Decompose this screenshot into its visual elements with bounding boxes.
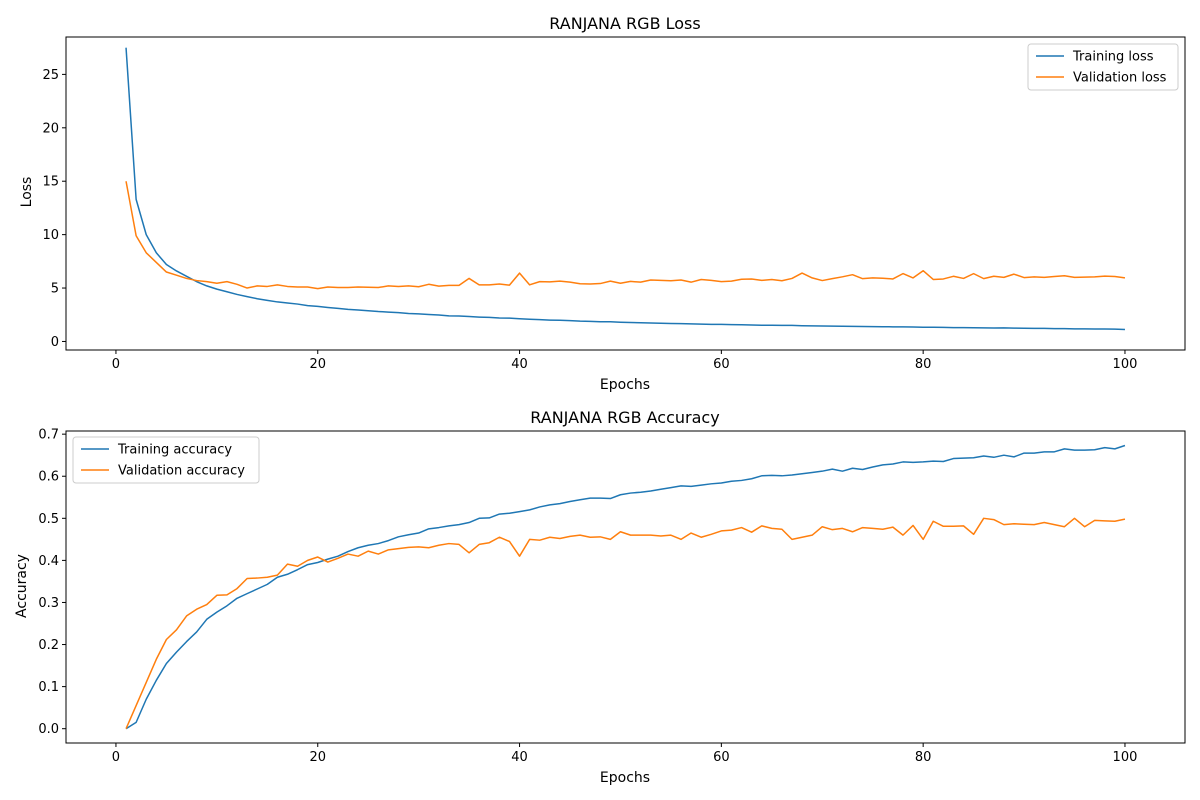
loss-y-tick-label: 15 xyxy=(42,175,59,190)
accuracy-x-tick-label: 80 xyxy=(915,750,932,765)
accuracy-x-tick-label: 0 xyxy=(112,750,120,765)
accuracy-chart-title: RANJANA RGB Accuracy xyxy=(530,408,719,427)
loss-y-tick-label: 25 xyxy=(42,68,59,83)
accuracy-y-tick-label: 0.4 xyxy=(38,554,59,569)
accuracy-y-tick-label: 0.2 xyxy=(38,638,59,653)
accuracy-x-tick-label: 100 xyxy=(1113,750,1138,765)
loss-x-tick-label: 80 xyxy=(915,357,932,372)
accuracy-x-tick-label: 60 xyxy=(713,750,730,765)
loss-x-tick-label: 60 xyxy=(713,357,730,372)
loss-x-tick-label: 0 xyxy=(112,357,120,372)
accuracy-legend: Training accuracy Validation accuracy xyxy=(72,436,260,484)
accuracy-x-tick-label: 20 xyxy=(309,750,326,765)
loss-x-tick-label: 100 xyxy=(1113,357,1138,372)
accuracy-legend-box xyxy=(72,436,260,484)
loss-axes-frame xyxy=(65,36,1186,351)
accuracy-chart: RANJANA RGB Accuracy Epochs Accuracy 0 20… xyxy=(14,408,1186,786)
accuracy-legend-label-training-accuracy: Training accuracy xyxy=(117,443,232,458)
loss-chart-title: RANJANA RGB Loss xyxy=(549,14,700,33)
accuracy-legend-label-validation-accuracy: Validation accuracy xyxy=(118,464,245,479)
accuracy-y-tick-label: 0.5 xyxy=(38,512,59,527)
accuracy-series-line-validation-accuracy xyxy=(125,517,1126,729)
accuracy-plot-area: 0 20 40 60 80 100 0.0 0.1 0.2 0.3 0.4 0.5 0.6 0.7 Trai… xyxy=(38,428,1186,765)
accuracy-y-axis-label: Accuracy xyxy=(14,554,30,618)
loss-legend-box xyxy=(1027,43,1179,91)
accuracy-x-axis-label: Epochs xyxy=(600,770,650,786)
loss-x-tick-label: 40 xyxy=(511,357,528,372)
accuracy-series-line-training-accuracy xyxy=(125,444,1126,730)
accuracy-y-tick-label: 0.3 xyxy=(38,596,59,611)
loss-legend: Training loss Validation loss xyxy=(1027,43,1179,91)
loss-series-line-validation-loss xyxy=(125,181,1126,290)
loss-y-tick-label: 0 xyxy=(51,335,59,350)
accuracy-axes-frame xyxy=(65,430,1186,744)
loss-legend-label-validation-loss: Validation loss xyxy=(1073,71,1167,86)
loss-y-tick-label: 10 xyxy=(42,228,59,243)
accuracy-y-tick-label: 0.6 xyxy=(38,470,59,485)
loss-y-tick-label: 20 xyxy=(42,121,59,136)
accuracy-y-tick-label: 0.0 xyxy=(38,722,59,737)
loss-y-axis-label: Loss xyxy=(19,177,35,208)
loss-y-tick-label: 5 xyxy=(51,282,59,297)
loss-chart: RANJANA RGB Loss Epochs Loss 0 20 40 60 80 10… xyxy=(19,14,1186,393)
loss-series-line-training-loss xyxy=(125,47,1125,331)
accuracy-y-tick-label: 0.7 xyxy=(38,428,59,443)
accuracy-y-tick-label: 0.1 xyxy=(38,680,59,695)
loss-plot-area: 0 20 40 60 80 100 0 5 10 15 20 25 Training loss Valid… xyxy=(42,36,1186,372)
loss-x-axis-label: Epochs xyxy=(600,377,650,393)
loss-legend-label-training-loss: Training loss xyxy=(1072,50,1154,65)
loss-x-tick-label: 20 xyxy=(309,357,326,372)
accuracy-x-tick-label: 40 xyxy=(511,750,528,765)
